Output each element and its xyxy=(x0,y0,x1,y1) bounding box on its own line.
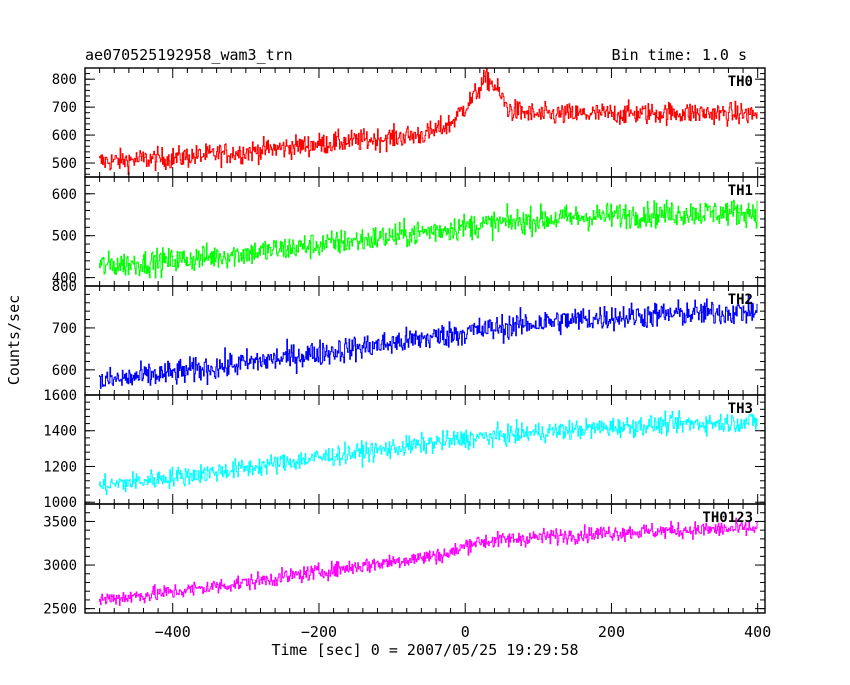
series-line-th1 xyxy=(99,199,758,279)
series-line-th3 xyxy=(99,410,758,496)
y-tick-label: 500 xyxy=(52,229,77,245)
y-tick-label: 700 xyxy=(52,321,77,337)
y-tick-label: 1000 xyxy=(43,495,77,511)
panel-frame xyxy=(84,503,766,614)
panel-label: TH0123 xyxy=(702,510,753,526)
y-tick-label: 800 xyxy=(52,279,77,295)
panel-label: TH0 xyxy=(728,74,753,90)
x-tick-label: 200 xyxy=(598,623,625,641)
panels-group: 500 600 700 800 TH0 400 500 600 TH1 600 700 800 TH2 1… xyxy=(43,67,771,641)
x-tick-label: −400 xyxy=(155,623,191,641)
panel-th0123: 2500 3000 3500 TH0123 xyxy=(43,503,766,618)
y-tick-label: 500 xyxy=(52,156,77,172)
series-line-th2 xyxy=(99,294,758,389)
y-tick-label: 3000 xyxy=(43,558,77,574)
panel-label: TH2 xyxy=(728,292,753,308)
y-tick-label: 3500 xyxy=(43,514,77,530)
panel-th1: 400 500 600 TH1 xyxy=(52,176,766,287)
y-tick-label: 2500 xyxy=(43,602,77,618)
panel-frame xyxy=(84,67,766,178)
x-axis-label: Time [sec] 0 = 2007/05/25 19:29:58 xyxy=(271,641,578,659)
panel-th2: 600 700 800 TH2 xyxy=(52,279,766,396)
x-tick-label: 0 xyxy=(461,623,470,641)
series-line-th0 xyxy=(99,68,758,175)
y-axis-label: Counts/sec xyxy=(5,295,23,385)
x-tick-label: −200 xyxy=(301,623,337,641)
panel-frame xyxy=(84,285,766,396)
y-tick-label: 600 xyxy=(52,363,77,379)
y-tick-label: 1600 xyxy=(43,388,77,404)
panel-frame xyxy=(84,394,766,505)
bin-time-label: Bin time: 1.0 s xyxy=(612,46,747,64)
panel-label: TH3 xyxy=(728,401,753,417)
panel-th0: 500 600 700 800 TH0 xyxy=(52,67,766,178)
panel-label: TH1 xyxy=(728,183,753,199)
y-tick-label: 1400 xyxy=(43,424,77,440)
y-tick-label: 1200 xyxy=(43,459,77,475)
y-tick-label: 800 xyxy=(52,72,77,88)
series-line-th0123 xyxy=(99,517,758,606)
y-tick-label: 400 xyxy=(52,271,77,287)
x-tick-label: 400 xyxy=(744,623,771,641)
chart-title: ae070525192958_wam3_trn xyxy=(85,46,293,64)
panel-th3: 1000 1200 1400 1600 TH3 xyxy=(43,388,766,511)
y-tick-label: 700 xyxy=(52,100,77,116)
y-tick-label: 600 xyxy=(52,187,77,203)
y-tick-label: 600 xyxy=(52,128,77,144)
